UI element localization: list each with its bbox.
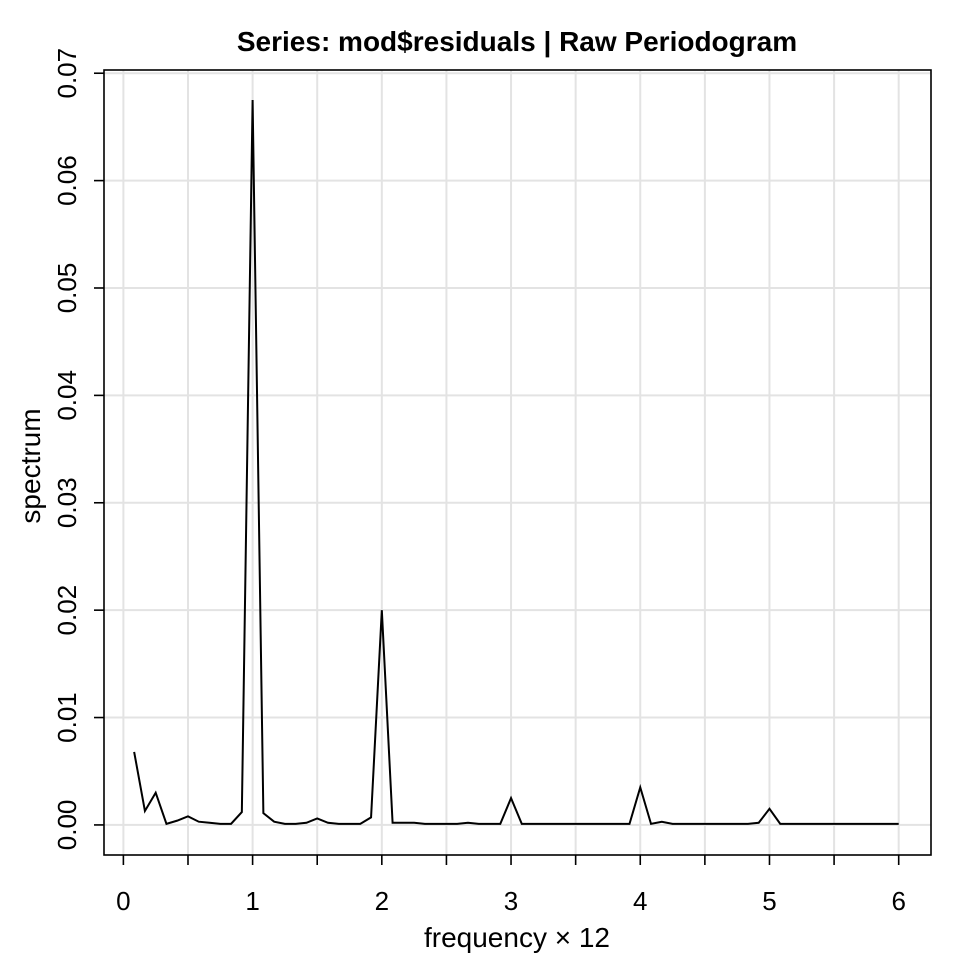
x-tick-label: 2	[375, 886, 389, 916]
y-tick-label: 0.03	[52, 477, 82, 528]
plot-frame	[103, 69, 932, 856]
x-tick-label: 6	[891, 886, 905, 916]
x-tick-label: 5	[762, 886, 776, 916]
axis-ticks: 0 1 2 3 4 5 6 0.00 0.01 0.02 0.03 0.04 0.05 0.06 0.07	[52, 48, 906, 916]
grid-lines	[104, 70, 931, 855]
y-tick-label: 0.07	[52, 48, 82, 99]
series-line	[133, 100, 899, 826]
y-tick-label: 0.01	[52, 692, 82, 743]
x-tick-label: 0	[116, 886, 130, 916]
y-tick-label: 0.05	[52, 263, 82, 314]
y-tick-label: 0.00	[52, 800, 82, 851]
x-tick-label: 3	[504, 886, 518, 916]
x-axis-label: frequency × 12	[424, 922, 610, 953]
series-layer	[133, 100, 899, 826]
y-tick-label: 0.06	[52, 155, 82, 206]
y-axis-label: spectrum	[15, 408, 46, 523]
y-tick-label: 0.04	[52, 370, 82, 421]
chart-title: Series: mod$residuals | Raw Periodogram	[237, 26, 797, 57]
x-tick-label: 1	[245, 886, 259, 916]
x-tick-label: 4	[633, 886, 647, 916]
y-tick-label: 0.02	[52, 585, 82, 636]
